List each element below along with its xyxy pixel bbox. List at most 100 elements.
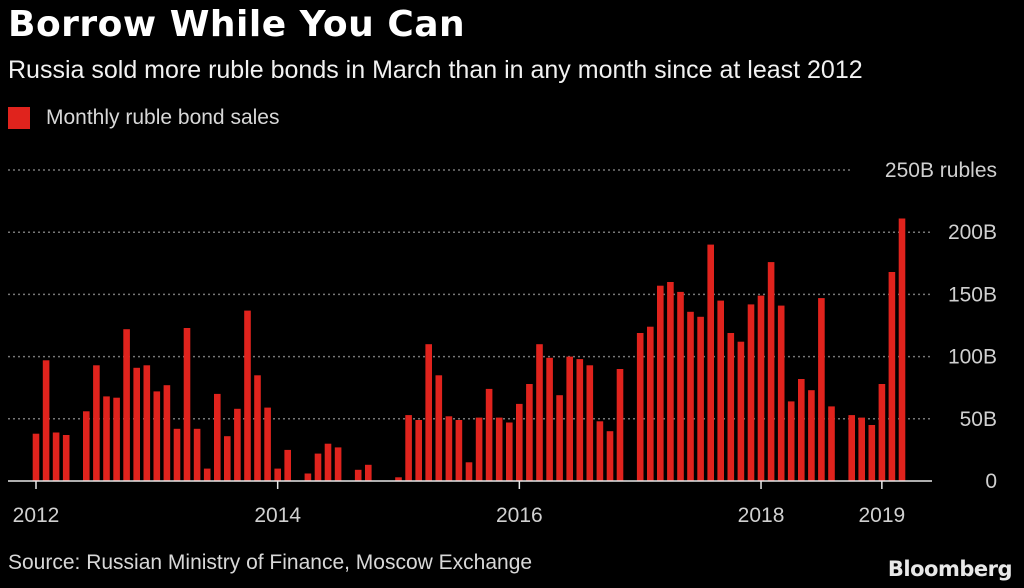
y-tick-label: 200B: [948, 221, 997, 244]
x-tick-label: 2016: [496, 504, 543, 527]
bar: [657, 285, 664, 481]
bar: [284, 449, 291, 481]
bar: [858, 417, 865, 481]
bloomberg-logo: Bloomberg: [887, 557, 1013, 581]
bar: [697, 316, 704, 481]
bar: [848, 415, 855, 481]
bar: [647, 326, 654, 481]
bar: [244, 310, 251, 481]
legend-swatch: [8, 107, 30, 129]
bar: [113, 397, 120, 481]
bar: [606, 431, 614, 481]
bar: [133, 367, 140, 481]
bar: [798, 379, 805, 481]
bar: [596, 421, 604, 481]
bar: [143, 365, 151, 481]
y-tick-label: 50B: [960, 408, 997, 431]
bar: [153, 391, 161, 481]
bar: [395, 477, 402, 481]
bar: [354, 469, 362, 481]
bar: [767, 262, 775, 481]
bar: [203, 468, 211, 481]
bar: [757, 295, 765, 481]
bar: [516, 403, 523, 481]
bar: [526, 384, 533, 481]
bar: [62, 435, 70, 481]
x-axis: [8, 480, 932, 489]
y-tick-label: 150B: [948, 283, 997, 306]
source-note: Source: Russian Ministry of Finance, Mos…: [8, 551, 533, 574]
bar: [83, 411, 90, 481]
bar: [586, 365, 594, 481]
bars: [32, 218, 906, 481]
bar: [808, 390, 815, 481]
bar: [888, 272, 896, 481]
bar: [52, 432, 60, 481]
x-tick-label: 2019: [859, 504, 906, 527]
bar: [445, 416, 453, 481]
bar: [677, 291, 684, 481]
bar: [183, 328, 191, 481]
legend: Monthly ruble bond sales: [8, 106, 279, 130]
bar: [667, 282, 674, 481]
bar: [636, 333, 644, 481]
bar: [32, 433, 40, 481]
bar: [868, 425, 876, 481]
chart-title: Borrow While You Can: [8, 4, 466, 45]
y-tick-label: 250B rubles: [885, 159, 997, 182]
x-tick-label: 2018: [738, 504, 785, 527]
bar: [536, 344, 543, 481]
tick-labels: 0 50B 100B 150B 200B 250B rubles 2012 2014 2016 2…: [13, 159, 997, 527]
bar: [465, 462, 473, 481]
bar: [324, 443, 332, 481]
bar: [475, 417, 483, 481]
bar: [415, 420, 422, 481]
x-tick-label: 2012: [13, 504, 60, 527]
bar: [224, 436, 231, 481]
bar: [264, 407, 271, 481]
bar: [163, 385, 171, 481]
y-tick-label: 100B: [948, 346, 997, 369]
x-tick-label: 2014: [254, 504, 301, 527]
bar: [777, 305, 785, 481]
bar: [425, 344, 432, 481]
bar: [365, 464, 372, 481]
bar: [485, 388, 493, 481]
bar: [818, 298, 825, 481]
bar: [616, 369, 624, 481]
bar: [495, 417, 503, 481]
bar: [304, 473, 312, 481]
bar: [435, 375, 443, 481]
bar: [737, 341, 745, 481]
bar: [687, 311, 694, 481]
bar: [405, 415, 412, 481]
bar: [828, 406, 835, 481]
bar: [556, 395, 563, 481]
y-tick-label: 0: [985, 470, 997, 493]
bar: [254, 375, 261, 481]
bar: [314, 453, 322, 481]
bar: [878, 384, 886, 481]
bar: [898, 218, 906, 481]
bar: [42, 360, 50, 481]
bar: [123, 329, 130, 481]
bar: [93, 365, 100, 481]
bar: [707, 244, 714, 481]
bar: [234, 408, 241, 481]
chart-subtitle: Russia sold more ruble bonds in March th…: [8, 56, 863, 84]
bar: [334, 447, 342, 481]
bar: [747, 304, 755, 481]
bar: [506, 422, 513, 481]
bar: [103, 396, 110, 481]
bar: [576, 359, 584, 481]
bar: [546, 357, 553, 481]
bar: [566, 356, 573, 481]
bar: [787, 401, 795, 481]
bar: [193, 428, 201, 481]
bar: [455, 420, 463, 481]
bar: [717, 300, 724, 481]
bar: [214, 393, 221, 481]
bar: [173, 428, 181, 481]
bar: [727, 333, 735, 481]
